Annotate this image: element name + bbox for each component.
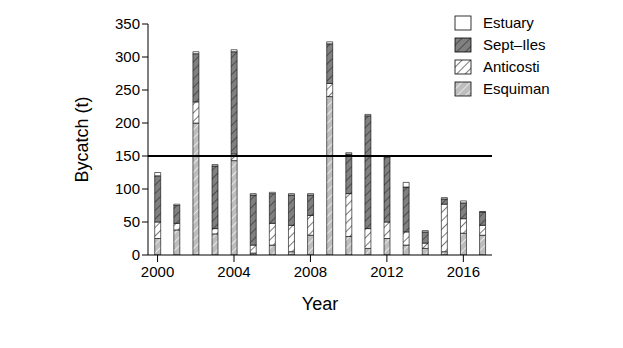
svg-text:100: 100 <box>115 180 140 197</box>
svg-text:2008: 2008 <box>294 263 327 280</box>
svg-text:300: 300 <box>115 48 140 65</box>
svg-text:250: 250 <box>115 81 140 98</box>
svg-text:Year: Year <box>302 294 338 314</box>
svg-text:0: 0 <box>132 246 140 263</box>
svg-text:Esquiman: Esquiman <box>483 80 550 97</box>
svg-text:2000: 2000 <box>141 263 174 280</box>
svg-text:150: 150 <box>115 147 140 164</box>
svg-text:Estuary: Estuary <box>483 14 534 31</box>
svg-text:Bycatch (t): Bycatch (t) <box>72 96 92 182</box>
svg-text:350: 350 <box>115 15 140 32</box>
svg-text:Anticosti: Anticosti <box>483 58 540 75</box>
svg-text:2016: 2016 <box>447 263 480 280</box>
svg-text:2004: 2004 <box>217 263 250 280</box>
svg-text:Sept–Iles: Sept–Iles <box>483 36 546 53</box>
svg-text:2012: 2012 <box>370 263 403 280</box>
svg-text:200: 200 <box>115 114 140 131</box>
svg-text:50: 50 <box>123 213 140 230</box>
